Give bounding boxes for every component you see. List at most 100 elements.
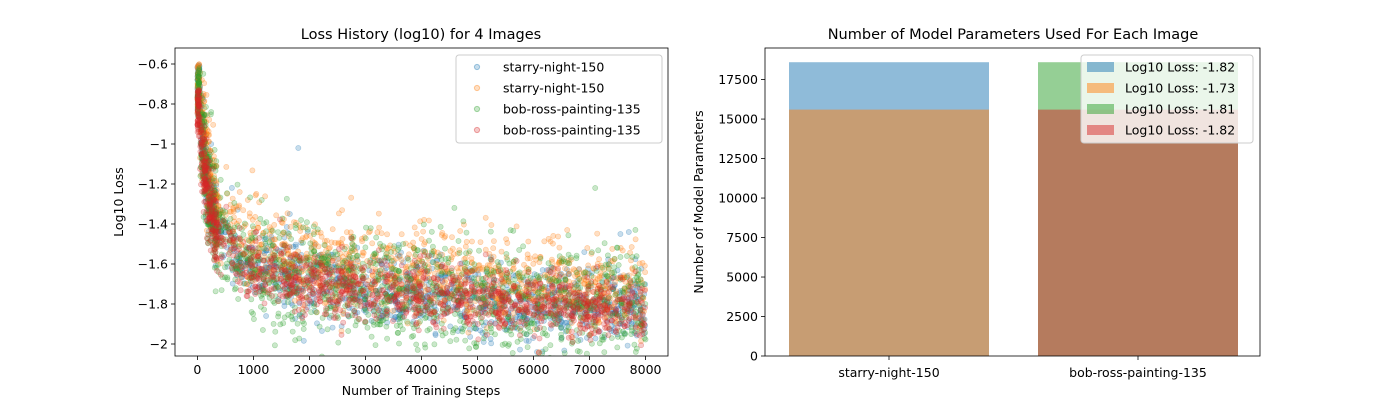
data-point bbox=[210, 213, 217, 220]
data-point bbox=[499, 297, 505, 304]
data-point bbox=[352, 322, 359, 329]
data-point bbox=[208, 218, 215, 224]
data-point bbox=[384, 288, 390, 295]
data-point bbox=[517, 332, 523, 339]
data-point bbox=[205, 164, 212, 171]
data-point bbox=[609, 245, 616, 252]
data-point bbox=[261, 274, 267, 281]
data-point bbox=[571, 281, 578, 287]
data-point bbox=[365, 311, 372, 318]
data-point bbox=[303, 306, 309, 313]
data-point bbox=[464, 296, 471, 303]
data-point bbox=[312, 267, 319, 274]
data-point bbox=[599, 284, 606, 290]
data-point bbox=[606, 288, 612, 295]
data-point bbox=[437, 251, 444, 258]
data-point bbox=[554, 310, 561, 317]
data-point bbox=[292, 225, 299, 232]
data-point bbox=[270, 320, 277, 327]
data-point bbox=[204, 180, 211, 187]
data-point bbox=[510, 272, 517, 278]
data-point bbox=[499, 292, 506, 299]
data-point bbox=[635, 315, 642, 321]
data-point bbox=[611, 264, 618, 271]
data-point bbox=[479, 282, 486, 289]
data-point bbox=[482, 281, 489, 287]
data-point bbox=[224, 244, 230, 251]
data-point bbox=[197, 109, 204, 116]
data-point bbox=[223, 163, 230, 170]
data-point bbox=[463, 229, 470, 236]
data-point bbox=[304, 226, 311, 233]
data-point bbox=[570, 307, 576, 314]
data-point bbox=[427, 311, 434, 317]
data-point bbox=[363, 274, 370, 280]
data-point bbox=[498, 292, 505, 299]
data-point bbox=[252, 213, 259, 220]
data-point bbox=[503, 251, 510, 257]
data-point bbox=[575, 337, 581, 344]
data-point bbox=[295, 269, 302, 276]
data-point bbox=[263, 313, 269, 319]
data-point bbox=[440, 325, 447, 332]
data-point bbox=[479, 308, 486, 315]
data-point bbox=[404, 279, 411, 286]
data-point bbox=[212, 227, 219, 234]
data-point bbox=[283, 270, 290, 277]
data-point bbox=[333, 276, 340, 283]
data-point bbox=[548, 291, 555, 298]
data-point bbox=[488, 288, 495, 295]
data-point bbox=[421, 252, 427, 259]
data-point bbox=[232, 232, 239, 239]
data-point bbox=[243, 248, 250, 255]
data-point bbox=[558, 310, 565, 317]
data-point bbox=[388, 257, 395, 264]
data-point bbox=[331, 309, 338, 316]
data-point bbox=[614, 244, 621, 251]
data-point bbox=[334, 275, 341, 282]
data-point bbox=[231, 286, 238, 293]
data-point bbox=[632, 236, 639, 243]
data-point bbox=[418, 305, 425, 312]
data-point bbox=[246, 213, 253, 220]
data-point bbox=[268, 242, 275, 249]
data-point bbox=[583, 310, 590, 316]
data-point bbox=[475, 336, 482, 343]
data-point bbox=[202, 163, 209, 170]
data-point bbox=[606, 261, 612, 268]
data-point bbox=[498, 280, 504, 287]
data-point bbox=[200, 142, 207, 149]
data-point bbox=[615, 302, 621, 309]
data-point bbox=[383, 278, 390, 285]
data-point bbox=[599, 296, 606, 303]
data-point bbox=[370, 255, 377, 261]
data-point bbox=[314, 261, 321, 268]
data-point bbox=[218, 228, 225, 235]
data-point bbox=[429, 243, 436, 250]
data-point bbox=[299, 285, 306, 292]
data-point bbox=[195, 96, 202, 103]
data-point bbox=[203, 135, 210, 142]
data-point bbox=[473, 325, 479, 332]
data-point bbox=[211, 204, 218, 211]
data-point bbox=[256, 282, 263, 289]
data-point bbox=[307, 261, 314, 268]
data-point bbox=[363, 285, 370, 292]
data-point bbox=[202, 104, 209, 110]
data-point bbox=[394, 299, 401, 306]
data-point bbox=[541, 300, 548, 306]
data-point bbox=[211, 178, 217, 185]
data-point bbox=[376, 286, 383, 293]
data-point bbox=[570, 313, 577, 319]
data-point bbox=[309, 275, 316, 282]
data-point bbox=[198, 129, 205, 136]
data-point bbox=[272, 328, 279, 335]
data-point bbox=[606, 326, 613, 332]
data-point bbox=[573, 269, 580, 276]
data-point bbox=[376, 224, 382, 231]
data-point bbox=[289, 316, 296, 323]
data-point bbox=[498, 248, 505, 255]
data-point bbox=[528, 291, 535, 298]
data-point bbox=[401, 285, 408, 292]
data-point bbox=[360, 249, 367, 256]
